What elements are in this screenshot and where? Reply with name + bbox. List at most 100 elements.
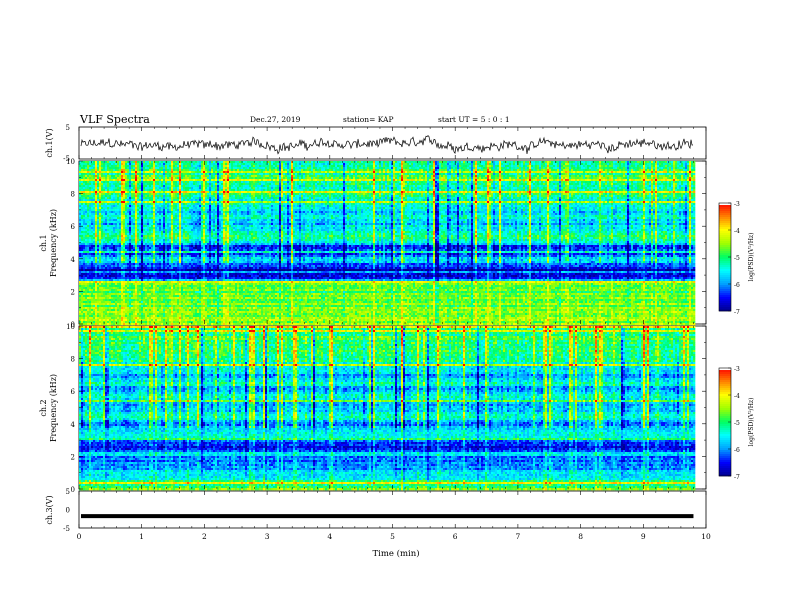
spectrogram-cell	[93, 249, 95, 251]
ch1-ylabel: ch.1(V)	[45, 128, 54, 157]
spectrogram-cell	[89, 163, 91, 165]
spectrogram-cell	[85, 309, 87, 311]
spectrogram-cell	[83, 319, 85, 321]
spectrogram-cell	[91, 183, 93, 185]
spectrogram-cell	[87, 219, 89, 221]
spectrogram-cell	[79, 301, 81, 303]
spectrogram-cell	[95, 269, 97, 271]
spectrogram-cell	[97, 181, 99, 183]
spectrogram-cell	[81, 167, 83, 169]
spectrogram-cell	[81, 307, 83, 309]
spectrogram-cell	[101, 175, 103, 177]
spectrogram-cell	[99, 249, 101, 251]
spectrogram-cell	[95, 195, 97, 197]
spectrogram-cell	[97, 281, 99, 283]
spectrogram-cell	[97, 289, 99, 291]
spectrogram-cell	[83, 283, 85, 285]
spectrogram-cell	[99, 253, 101, 255]
spectrogram-cell	[93, 183, 95, 185]
spectrogram-cell	[87, 235, 89, 237]
spectrogram-cell	[87, 307, 89, 309]
spectrogram-cell	[101, 209, 103, 211]
spectrogram-cell	[91, 201, 93, 203]
spectrogram-cell	[91, 269, 93, 271]
spectrogram-cell	[93, 275, 95, 277]
spectrogram-cell	[81, 279, 83, 281]
spectrogram-cell	[99, 229, 101, 231]
spectrogram-cell	[93, 241, 95, 243]
spectrogram-cell	[95, 161, 97, 163]
spectrogram-cell	[85, 249, 87, 251]
spectrogram-cell	[101, 309, 103, 311]
spectrogram-cell	[85, 241, 87, 243]
spectrogram-cell	[83, 169, 85, 171]
spectrogram-cell	[79, 245, 81, 247]
spectrogram-cell	[99, 267, 101, 269]
spectrogram-cell	[79, 307, 81, 309]
spectrogram-cell	[85, 189, 87, 191]
spectrogram-cell	[87, 225, 89, 227]
spectrogram-cell	[89, 191, 91, 193]
spectrogram-cell	[79, 297, 81, 299]
spectrogram-cell	[93, 201, 95, 203]
spectrogram-cell	[103, 205, 105, 207]
spectrogram-cell	[101, 221, 103, 223]
spectrogram-cell	[89, 257, 91, 259]
spectrogram-cell	[97, 287, 99, 289]
spectrogram-cell	[97, 163, 99, 165]
spectrogram-cell	[97, 301, 99, 303]
spectrogram-cell	[99, 191, 101, 193]
spectrogram-cell	[93, 209, 95, 211]
spectrogram-cell	[83, 309, 85, 311]
spectrogram-cell	[87, 203, 89, 205]
spectrogram-cell	[83, 287, 85, 289]
spectrogram-cell	[79, 203, 81, 205]
spectrogram-cell	[97, 173, 99, 175]
spectrogram-cell	[95, 311, 97, 313]
ch1-waveform-panel: 5 -5 ch.1(V)	[45, 124, 706, 163]
spectrogram-cell	[79, 161, 81, 163]
spectrogram-cell	[85, 217, 87, 219]
spectrogram-cell	[101, 161, 103, 163]
spectrogram-cell	[99, 303, 101, 305]
spectrogram-cell	[101, 313, 103, 315]
spectrogram-cell	[83, 261, 85, 263]
spectrogram-cell	[91, 179, 93, 181]
spectrogram-cell	[97, 305, 99, 307]
spectrogram-cell	[79, 249, 81, 251]
spectrogram-cell	[101, 287, 103, 289]
spectrogram-cell	[101, 281, 103, 283]
spectrogram-cell	[89, 169, 91, 171]
spectrogram-cell	[93, 233, 95, 235]
spectrogram-cell	[99, 291, 101, 293]
spectrogram-cell	[89, 231, 91, 233]
spectrogram-cell	[87, 239, 89, 241]
spectrogram-cell	[91, 213, 93, 215]
spectrogram-cell	[95, 255, 97, 257]
spectrogram-cell	[87, 213, 89, 215]
spectrogram-cell	[103, 195, 105, 197]
spectrogram-cell	[81, 317, 83, 319]
spectrogram-cell	[99, 195, 101, 197]
spectrogram-cell	[101, 201, 103, 203]
spectrogram-cell	[81, 247, 83, 249]
spectrogram-cell	[87, 249, 89, 251]
spectrogram-cell	[99, 277, 101, 279]
spectrogram-cell	[93, 287, 95, 289]
spectrogram-cell	[79, 215, 81, 217]
spectrogram-cell	[95, 245, 97, 247]
spectrogram-cell	[89, 277, 91, 279]
spectrogram-cell	[89, 297, 91, 299]
spectrogram-cell	[97, 221, 99, 223]
spectrogram-cell	[83, 317, 85, 319]
spectrogram-cell	[85, 261, 87, 263]
spectrogram-cell	[91, 205, 93, 207]
spectrogram-cell	[85, 247, 87, 249]
spectrogram-cell	[95, 299, 97, 301]
spectrogram-cell	[79, 207, 81, 209]
spectrogram-cell	[95, 293, 97, 295]
spectrogram-cell	[93, 199, 95, 201]
spectrogram-cell	[97, 251, 99, 253]
spectrogram-cell	[83, 307, 85, 309]
spectrogram-cell	[101, 215, 103, 217]
